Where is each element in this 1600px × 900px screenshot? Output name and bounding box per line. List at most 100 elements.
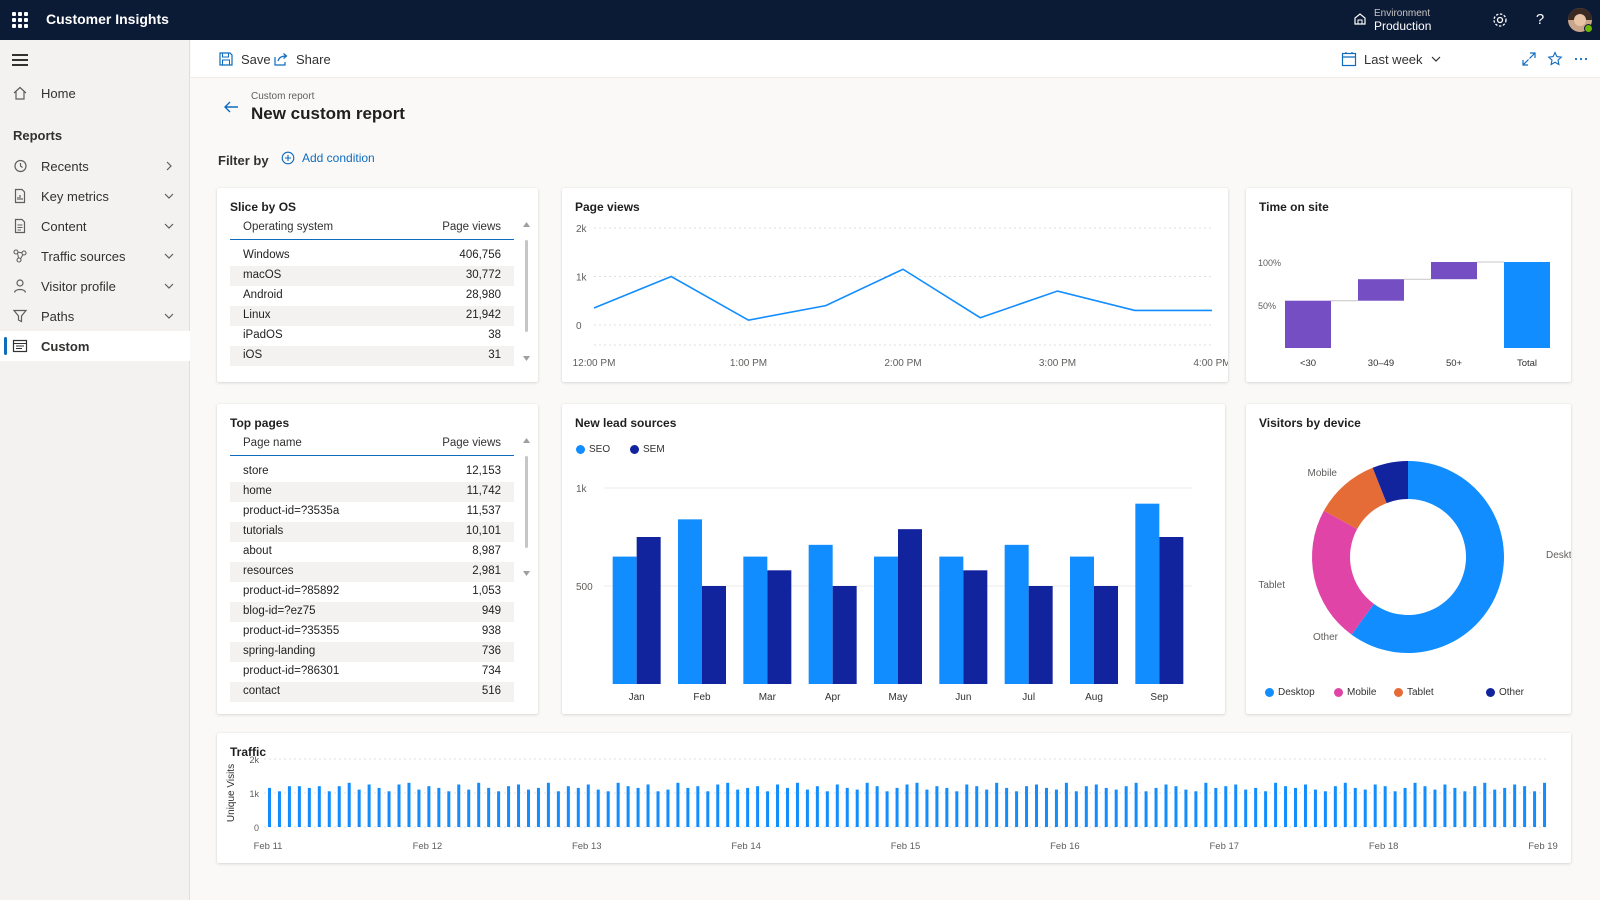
traffic-bar [1523,786,1527,827]
column-header[interactable]: Page name [243,437,302,449]
y-tick-label: 2k [576,224,588,235]
traffic-bar [915,782,919,827]
table-row[interactable]: resources 2,981 [230,562,514,582]
hamburger-icon[interactable] [12,54,28,66]
environment-value[interactable]: Production [1374,19,1432,33]
waffle-icon[interactable] [12,12,28,28]
table-row[interactable]: about 8,987 [230,542,514,562]
table-row[interactable]: Android 28,980 [230,286,514,306]
chevron-down-icon[interactable] [162,189,176,203]
table-row[interactable]: product-id=?86301 734 [230,662,514,682]
row-label: spring-landing [243,645,316,657]
traffic-bar [1313,789,1317,827]
sidebar-item-recents[interactable]: Recents [0,151,190,181]
more-options-icon[interactable] [1573,51,1589,67]
bar-seo [1004,544,1029,684]
legend-item-seo[interactable]: SEO [576,444,610,455]
scrollbar-thumb[interactable] [525,456,528,548]
chevron-down-icon[interactable] [162,309,176,323]
traffic-bar [1134,782,1138,827]
traffic-bar [1025,786,1029,827]
y-tick-label: 1k [576,484,588,495]
settings-icon[interactable] [1491,11,1509,29]
legend-item-tablet[interactable]: Tablet [1394,687,1434,698]
page-views-card: Page views 0 1k 2k 12:00 PM 1:00 PM 2:00 PM 3:… [562,188,1228,382]
x-tick-label: Feb 19 [1528,841,1558,852]
sidebar-item-content[interactable]: Content [0,211,190,241]
scrollbar[interactable] [525,240,528,336]
sidebar-item-key-metrics[interactable]: Key metrics [0,181,190,211]
legend-label: Desktop [1278,687,1315,698]
traffic-bar [497,791,501,827]
breadcrumb[interactable]: Custom report [251,91,315,102]
legend-item-mobile[interactable]: Mobile [1334,687,1376,698]
page-views-chart[interactable]: 0 1k 2k 12:00 PM 1:00 PM 2:00 PM 3:00 PM 4:00 P… [562,188,1228,382]
table-row[interactable]: product-id=?35355 938 [230,622,514,642]
scroll-down-icon[interactable] [523,356,530,361]
scroll-up-icon[interactable] [523,222,530,227]
scrollbar-thumb[interactable] [525,240,528,332]
sidebar-item-custom[interactable]: Custom [0,331,190,361]
chevron-right-icon[interactable] [162,159,176,173]
traffic-bar [517,784,521,827]
favorite-star-icon[interactable] [1547,51,1563,67]
traffic-bar [297,786,301,827]
table-row[interactable]: spring-landing 736 [230,642,514,662]
legend-item-sem[interactable]: SEM [630,444,665,455]
chevron-down-icon[interactable] [162,279,176,293]
sidebar-item-visitor-profile[interactable]: Visitor profile [0,271,190,301]
table-row[interactable]: store 12,153 [230,462,514,482]
traffic-chart[interactable]: 0 1k 2k Unique Visits Feb 11 Feb 12 Feb 13 Feb … [217,733,1571,863]
sidebar-item-home[interactable]: Home [0,78,190,108]
scroll-down-icon[interactable] [523,571,530,576]
table-row[interactable]: tutorials 10,101 [230,522,514,542]
date-range-dropdown[interactable]: Last week [1341,50,1442,68]
time-on-site-chart[interactable]: 50% 100% <30 30–49 50+ Total [1246,188,1571,382]
row-value: 21,942 [465,309,501,321]
legend-dot [1394,688,1403,697]
column-header[interactable]: Operating system [243,221,334,233]
new-lead-sources-chart[interactable]: 500 1k Jan Feb Mar Apr May Jun Jul Aug Sep [562,404,1225,714]
table-row[interactable]: product-id=?3535a 11,537 [230,502,514,522]
legend-item-desktop[interactable]: Desktop [1265,687,1315,698]
row-value: 406,756 [459,249,501,261]
table-row[interactable]: contact 516 [230,682,514,702]
table-row[interactable]: macOS 30,772 [230,266,514,286]
table-row[interactable]: Windows 406,756 [230,246,514,266]
traffic-bar [1064,782,1068,827]
help-icon[interactable]: ? [1535,11,1545,28]
column-header[interactable]: Page views [442,437,501,449]
row-value: 2,981 [472,565,501,577]
share-button[interactable]: Share [273,50,331,68]
table-row[interactable]: product-id=?85892 1,053 [230,582,514,602]
bar-seo [612,556,637,684]
legend-item-other[interactable]: Other [1486,687,1524,698]
table-row[interactable]: Linux 21,942 [230,306,514,326]
x-tick-label: Total [1517,358,1537,369]
save-button[interactable]: Save [218,50,271,68]
visitors-by-device-chart[interactable]: Desktop Mobile Tablet Other [1246,404,1571,714]
date-range-label: Last week [1364,51,1423,67]
traffic-bar [596,789,600,827]
scrollbar[interactable] [525,456,528,552]
table-row[interactable]: home 11,742 [230,482,514,502]
waterfall-bar [1285,300,1331,348]
table-row[interactable]: iPadOS 38 [230,326,514,346]
sidebar-item-traffic-sources[interactable]: Traffic sources [0,241,190,271]
chevron-down-icon[interactable] [162,219,176,233]
column-header[interactable]: Page views [442,221,501,233]
y-tick-label: 1k [249,789,259,799]
traffic-bar [835,784,839,827]
sidebar-item-paths[interactable]: Paths [0,301,190,331]
chevron-down-icon[interactable] [162,249,176,263]
app-title[interactable]: Customer Insights [46,11,169,27]
add-condition-button[interactable]: Add condition [281,151,375,165]
expand-icon[interactable] [1521,51,1537,67]
scroll-up-icon[interactable] [523,438,530,443]
x-tick-label: 50+ [1446,358,1463,369]
table-row[interactable]: iOS 31 [230,346,514,366]
table-row[interactable]: blog-id=?ez75 949 [230,602,514,622]
traffic-bar [1463,791,1467,827]
back-arrow-icon[interactable] [222,98,240,116]
traffic-bar [1194,791,1198,827]
